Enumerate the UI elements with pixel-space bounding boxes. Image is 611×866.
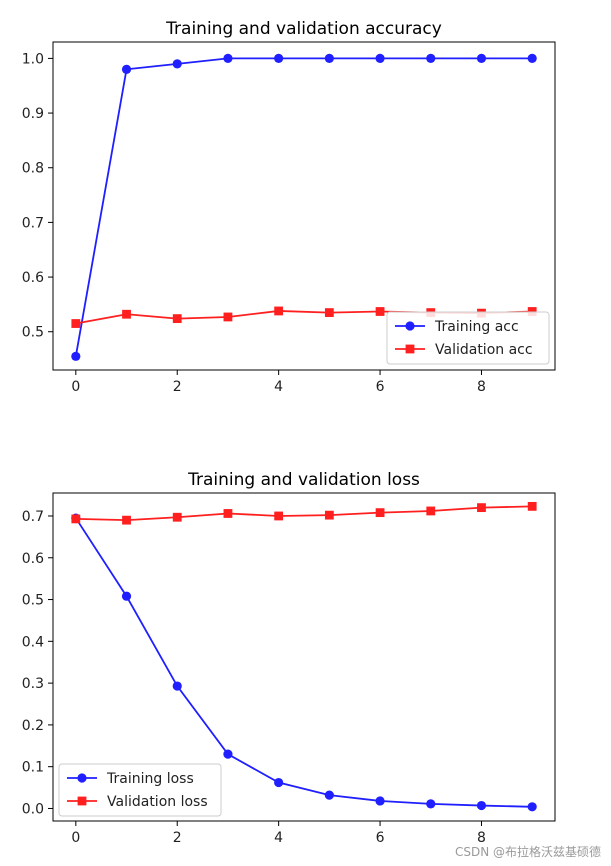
legend-marker [77, 796, 87, 806]
series-1 [71, 53, 537, 361]
data-point [121, 64, 132, 74]
y-tick-label: 0.4 [22, 634, 44, 650]
data-point [375, 307, 385, 316]
y-tick-label: 0.5 [22, 325, 44, 341]
y-tick-label: 0.2 [22, 718, 44, 734]
data-point [426, 799, 436, 809]
y-tick-label: 0.6 [22, 270, 44, 286]
legend-label: Training loss [106, 771, 194, 787]
data-point [274, 777, 284, 788]
data-point [223, 312, 233, 322]
data-point [172, 512, 182, 522]
y-tick-label: 0.9 [22, 106, 44, 122]
data-point [527, 802, 537, 812]
data-point [172, 681, 182, 691]
chart-1: Training and validation accuracy 0 2 4 6 8 0.5… [22, 19, 556, 395]
data-point [274, 511, 284, 521]
chart-title: Training and validation loss [187, 470, 420, 490]
y-tick-label: 0.3 [22, 676, 44, 692]
legend-label: Validation loss [107, 794, 208, 810]
series-line [74, 57, 533, 357]
y-tick-label: 0.8 [22, 161, 44, 177]
series-line [75, 517, 533, 808]
legend-label: Training acc [434, 319, 519, 335]
legend: Training acc Validation acc [386, 311, 550, 365]
legend-marker [405, 344, 415, 354]
x-tick-label: 4 [274, 830, 283, 846]
y-tick-label: 0.5 [22, 593, 44, 609]
plot-frame [52, 41, 556, 371]
x-tick-label: 0 [71, 379, 80, 395]
legend-item: Validation loss [67, 794, 208, 810]
data-point [324, 790, 334, 800]
data-point [476, 53, 487, 64]
x-tick-label: 6 [376, 830, 385, 846]
chart-title: Training and validation accuracy [165, 19, 442, 39]
y-tick-label: 0.7 [22, 215, 44, 231]
y-tick-label: 0.6 [22, 551, 44, 567]
data-point [71, 514, 81, 524]
data-point [223, 749, 233, 759]
legend-item: Validation acc [395, 342, 533, 358]
x-tick-label: 6 [376, 379, 385, 395]
legend-box [386, 311, 550, 365]
data-point [71, 351, 81, 361]
y-tick-label: 0.7 [22, 509, 44, 525]
legend-label: Validation acc [435, 342, 533, 358]
data-point [122, 515, 131, 525]
data-point [172, 59, 182, 69]
data-point [375, 796, 385, 806]
data-point [426, 506, 436, 516]
data-point [527, 53, 537, 64]
data-point [426, 53, 436, 64]
data-point [375, 53, 385, 64]
data-point [172, 314, 182, 324]
legend-box [58, 763, 222, 817]
data-point [274, 306, 284, 316]
series-2 [71, 501, 537, 525]
x-tick-label: 2 [173, 830, 182, 846]
data-point [71, 319, 81, 328]
data-point [375, 508, 385, 518]
data-point [223, 53, 233, 64]
data-point [122, 309, 131, 319]
legend-item: Training loss [67, 771, 194, 787]
data-point [121, 591, 132, 601]
x-tick-label: 4 [274, 379, 283, 395]
x-tick-label: 8 [477, 830, 486, 846]
data-point [527, 501, 537, 511]
y-tick-label: 0.0 [22, 801, 44, 817]
series-line [75, 505, 533, 522]
legend-marker [77, 773, 87, 783]
legend-item: Training acc [395, 319, 519, 335]
y-tick-label: 1.0 [22, 51, 44, 67]
data-point [274, 53, 284, 64]
data-point [223, 509, 233, 518]
data-point [324, 510, 334, 520]
data-point [477, 503, 486, 513]
data-point [324, 308, 334, 317]
watermark-text: CSDN @布拉格沃兹基硕德 [454, 845, 601, 859]
x-tick-label: 2 [173, 379, 182, 395]
legend-marker [405, 321, 415, 331]
x-tick-label: 8 [477, 379, 486, 395]
chart-2: Training and validation loss 0 2 4 6 8 0.0 0.1 0… [22, 470, 556, 846]
data-point [324, 53, 334, 64]
y-tick-label: 0.1 [22, 760, 44, 776]
legend: Training loss Validation loss [58, 763, 222, 817]
x-tick-label: 0 [71, 830, 80, 846]
data-point [476, 800, 487, 811]
plot-frame [52, 492, 556, 822]
